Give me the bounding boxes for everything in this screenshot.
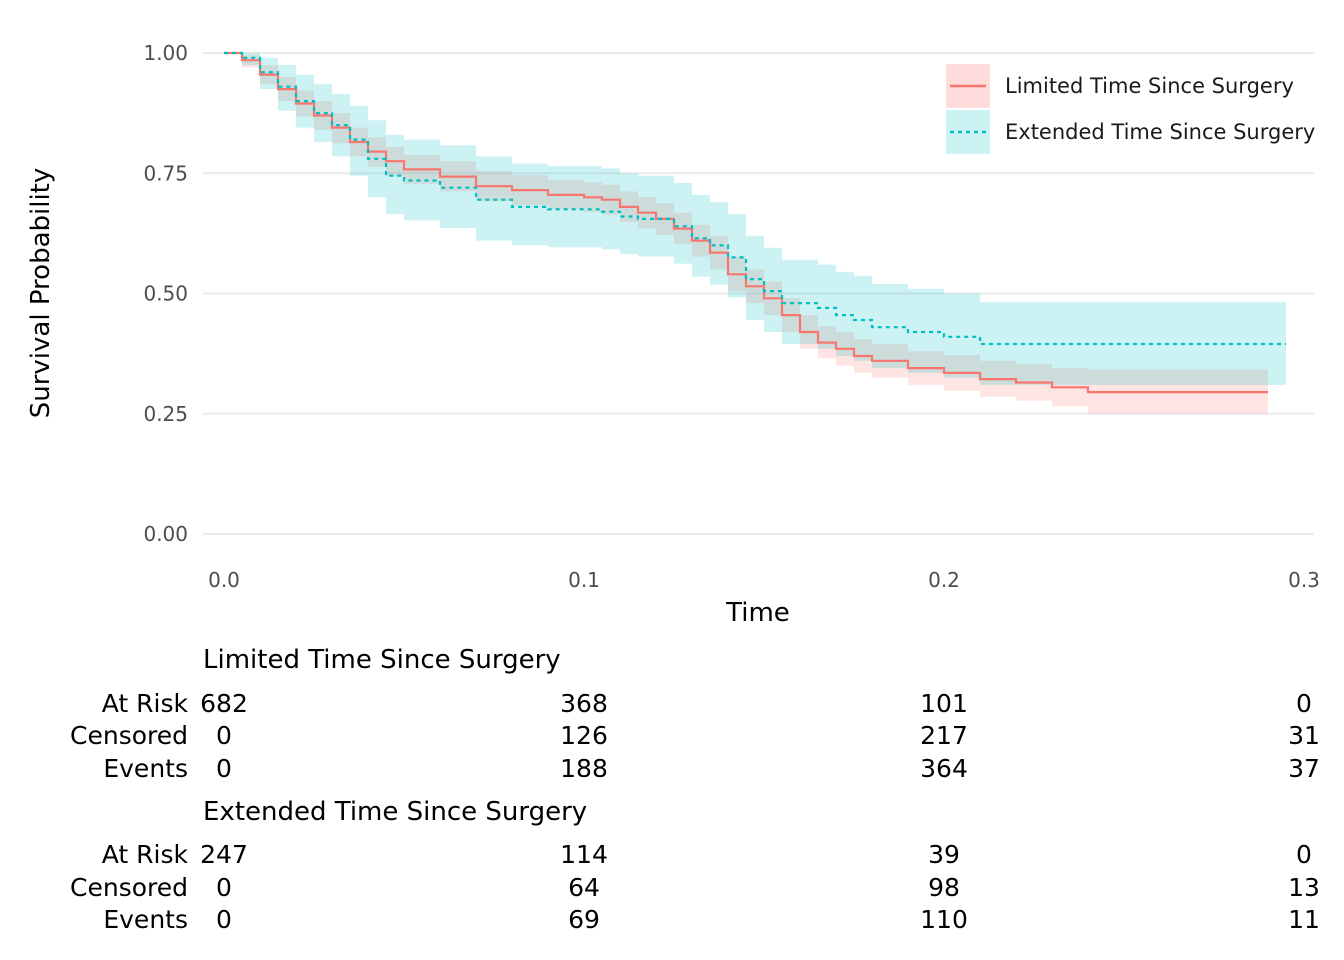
risk-value: 188 (560, 754, 608, 783)
risk-row-label: Events (103, 905, 188, 934)
risk-value: 69 (568, 905, 600, 934)
x-tick-label: 0.3 (1288, 568, 1320, 592)
risk-value: 0 (216, 721, 232, 750)
x-tick-label: 0.2 (928, 568, 960, 592)
x-tick-label: 0.0 (208, 568, 240, 592)
legend-label-extended: Extended Time Since Surgery (1005, 120, 1315, 144)
risk-value: 0 (1296, 840, 1312, 869)
risk-value: 0 (216, 754, 232, 783)
risk-table: Limited Time Since Surgery At Risk 682 368 1… (70, 645, 1320, 934)
y-axis-ticks: 0.00 0.25 0.50 0.75 1.00 (143, 41, 188, 546)
risk-value: 217 (920, 721, 968, 750)
y-axis-title: Survival Probability (26, 168, 56, 419)
risk-value: 0 (1296, 689, 1312, 718)
legend-label-limited: Limited Time Since Surgery (1005, 74, 1294, 98)
risk-value: 64 (568, 873, 600, 902)
risk-value: 126 (560, 721, 608, 750)
risk-value: 110 (920, 905, 968, 934)
ci-band-limited (224, 53, 1268, 414)
survival-line-limited (224, 51, 1268, 394)
y-tick-label: 0.25 (143, 402, 188, 426)
risk-value: 13 (1288, 873, 1320, 902)
x-tick-label: 0.1 (568, 568, 600, 592)
risk-value: 368 (560, 689, 608, 718)
risk-value: 101 (920, 689, 968, 718)
y-tick-label: 0.50 (143, 282, 188, 306)
x-axis-ticks: 0.0 0.1 0.2 0.3 (208, 568, 1320, 592)
risk-value: 0 (216, 905, 232, 934)
x-axis-title: Time (725, 598, 790, 628)
ci-band-extended (224, 53, 1286, 385)
risk-value: 114 (560, 840, 608, 869)
y-tick-label: 1.00 (143, 41, 188, 65)
risk-row-label: At Risk (102, 689, 189, 718)
risk-row-label: At Risk (102, 840, 189, 869)
risk-value: 364 (920, 754, 968, 783)
gridlines (203, 52, 1314, 535)
survival-curves (224, 51, 1286, 394)
risk-group-title: Extended Time Since Surgery (203, 797, 587, 827)
risk-value: 98 (928, 873, 960, 902)
risk-value: 682 (200, 689, 248, 718)
risk-value: 39 (928, 840, 960, 869)
y-tick-label: 0.00 (143, 522, 188, 546)
risk-value: 37 (1288, 754, 1320, 783)
risk-group-title: Limited Time Since Surgery (203, 645, 561, 675)
risk-value: 11 (1288, 905, 1320, 934)
risk-value: 0 (216, 873, 232, 902)
risk-value: 31 (1288, 721, 1320, 750)
risk-row-label: Censored (70, 721, 188, 750)
risk-row-label: Events (103, 754, 188, 783)
risk-row-label: Censored (70, 873, 188, 902)
y-tick-label: 0.75 (143, 161, 188, 185)
confidence-bands (224, 53, 1286, 414)
legend: Limited Time Since Surgery Extended Time… (946, 64, 1315, 154)
risk-value: 247 (200, 840, 248, 869)
